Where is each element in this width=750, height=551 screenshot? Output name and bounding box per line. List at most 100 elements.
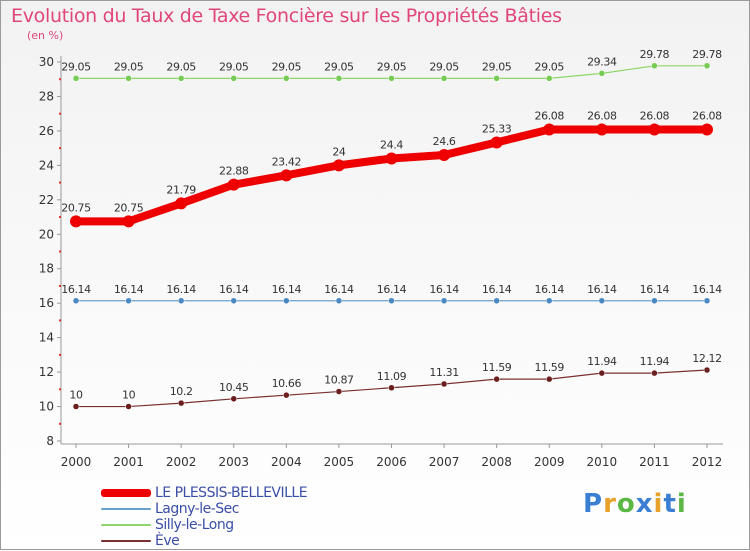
x-tick-label: 2004 (271, 455, 302, 469)
data-point (598, 297, 606, 305)
data-label: 26.08 (535, 110, 565, 123)
chart-title: Evolution du Taux de Taxe Foncière sur l… (11, 5, 562, 27)
data-label: 29.78 (692, 48, 722, 61)
data-label: 10 (69, 389, 83, 402)
data-point (703, 366, 711, 374)
data-point (125, 297, 132, 305)
y-minor-tick (59, 216, 61, 219)
x-tick-label: 2007 (429, 455, 460, 469)
legend-swatch (101, 489, 151, 497)
y-minor-tick (59, 112, 61, 115)
data-label: 29.05 (324, 60, 354, 73)
data-label: 29.05 (114, 60, 144, 73)
data-label: 16.14 (219, 283, 249, 296)
data-label: 29.05 (272, 60, 302, 73)
data-label: 20.75 (114, 201, 144, 214)
x-tick-label: 2005 (324, 455, 355, 469)
y-tick-label: 12 (39, 365, 54, 379)
data-label: 29.78 (640, 48, 670, 61)
y-tick-label: 22 (39, 193, 54, 207)
y-tick-label: 20 (39, 227, 54, 241)
data-point (227, 178, 240, 191)
y-tick-label: 8 (46, 434, 54, 448)
data-point (72, 75, 80, 82)
x-tick-label: 2003 (218, 455, 249, 469)
data-point (72, 403, 80, 410)
data-point (388, 297, 395, 305)
data-point (283, 391, 290, 399)
chart-subtitle: (en %) (27, 29, 64, 42)
data-point (177, 297, 185, 305)
legend-label: LE PLESSIS-BELLEVILLE (155, 485, 308, 501)
y-tick-label: 14 (39, 331, 54, 345)
y-tick-label: 24 (39, 158, 54, 172)
x-tick-label: 2008 (481, 455, 512, 469)
y-tick-label: 30 (39, 55, 54, 69)
y-minor-tick (59, 147, 61, 150)
logo-letter: t (663, 489, 677, 519)
data-label: 11.59 (482, 361, 512, 374)
data-point (177, 399, 185, 407)
data-label: 10.2 (170, 385, 193, 398)
data-label: 29.05 (535, 60, 565, 73)
data-label: 10.66 (272, 377, 302, 390)
legend-label: Ève (155, 533, 180, 549)
data-label: 16.14 (692, 283, 722, 296)
data-label: 11.94 (640, 355, 670, 368)
data-point (388, 384, 395, 392)
data-point (493, 297, 500, 305)
y-tick-label: 28 (39, 89, 54, 103)
data-label: 16.14 (272, 283, 302, 296)
y-minor-tick (59, 250, 61, 253)
data-point (546, 375, 553, 383)
data-point (546, 75, 553, 82)
data-label: 29.05 (482, 60, 512, 73)
data-point (493, 375, 500, 383)
data-point (703, 297, 711, 305)
data-label: 16.14 (482, 283, 512, 296)
y-tick-label: 18 (39, 262, 54, 276)
data-label: 12.12 (692, 352, 722, 365)
data-label: 16.14 (61, 283, 91, 296)
y-minor-tick (59, 422, 61, 425)
data-label: 24.4 (380, 138, 403, 151)
data-point (490, 136, 503, 149)
logo-letter: i (653, 489, 664, 519)
data-point (283, 297, 290, 305)
data-point (335, 75, 343, 82)
data-label: 29.05 (377, 60, 407, 73)
x-tick-label: 2006 (376, 455, 407, 469)
data-point (70, 215, 82, 228)
data-label: 24 (332, 145, 346, 158)
data-label: 16.14 (640, 283, 670, 296)
data-label: 22.88 (219, 165, 249, 178)
data-label: 11.09 (377, 370, 407, 383)
data-point (440, 380, 448, 388)
proxiti-logo: Proxiti (583, 489, 687, 519)
data-label: 20.75 (61, 201, 91, 214)
data-point (230, 75, 237, 82)
logo-letter: i (676, 489, 687, 519)
data-point (280, 169, 293, 182)
data-point (125, 403, 132, 410)
x-tick-label: 2000 (61, 455, 92, 469)
data-label: 16.14 (166, 283, 196, 296)
y-tick-label: 10 (39, 400, 54, 414)
legend-label: Silly-le-Long (155, 517, 234, 533)
legend-item: LE PLESSIS-BELLEVILLE (101, 485, 308, 501)
data-label: 29.05 (429, 60, 459, 73)
y-minor-tick (59, 353, 61, 356)
legend-item: Lagny-le-Sec (101, 501, 307, 517)
data-label: 10.45 (219, 381, 249, 394)
data-point (440, 297, 448, 305)
legend-label: Lagny-le-Sec (155, 501, 239, 517)
y-minor-tick (59, 78, 61, 81)
data-label: 16.14 (377, 283, 407, 296)
legend-swatch (101, 508, 151, 510)
y-minor-tick (59, 319, 61, 322)
data-label: 24.6 (433, 135, 456, 148)
data-label: 16.14 (535, 283, 565, 296)
legend-item: Silly-le-Long (101, 517, 307, 533)
